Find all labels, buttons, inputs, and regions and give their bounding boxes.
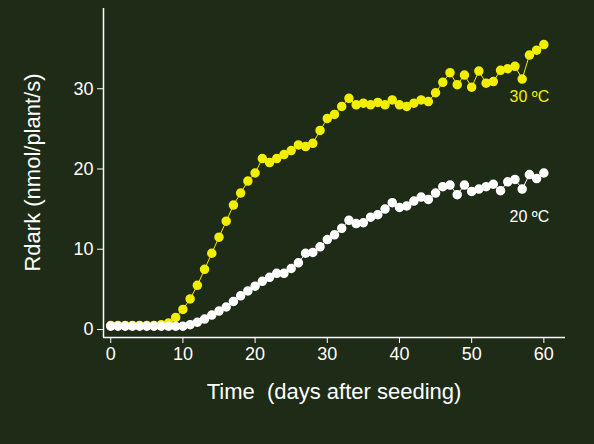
svg-text:20: 20	[73, 159, 93, 179]
svg-text:10: 10	[73, 239, 93, 259]
svg-text:10: 10	[173, 344, 193, 364]
svg-text:50: 50	[462, 344, 482, 364]
svg-text:Time (days after seeding): Time (days after seeding)	[207, 379, 462, 404]
svg-text:30 ºC: 30 ºC	[510, 88, 550, 105]
svg-text:40: 40	[389, 344, 409, 364]
svg-text:0: 0	[83, 319, 93, 339]
svg-text:30: 30	[317, 344, 337, 364]
svg-text:0: 0	[106, 344, 116, 364]
svg-text:30: 30	[73, 79, 93, 99]
svg-text:60: 60	[534, 344, 554, 364]
svg-text:Rdark (nmol/plant/s): Rdark (nmol/plant/s)	[20, 73, 45, 271]
svg-text:20 ºC: 20 ºC	[510, 208, 550, 225]
svg-text:20: 20	[245, 344, 265, 364]
